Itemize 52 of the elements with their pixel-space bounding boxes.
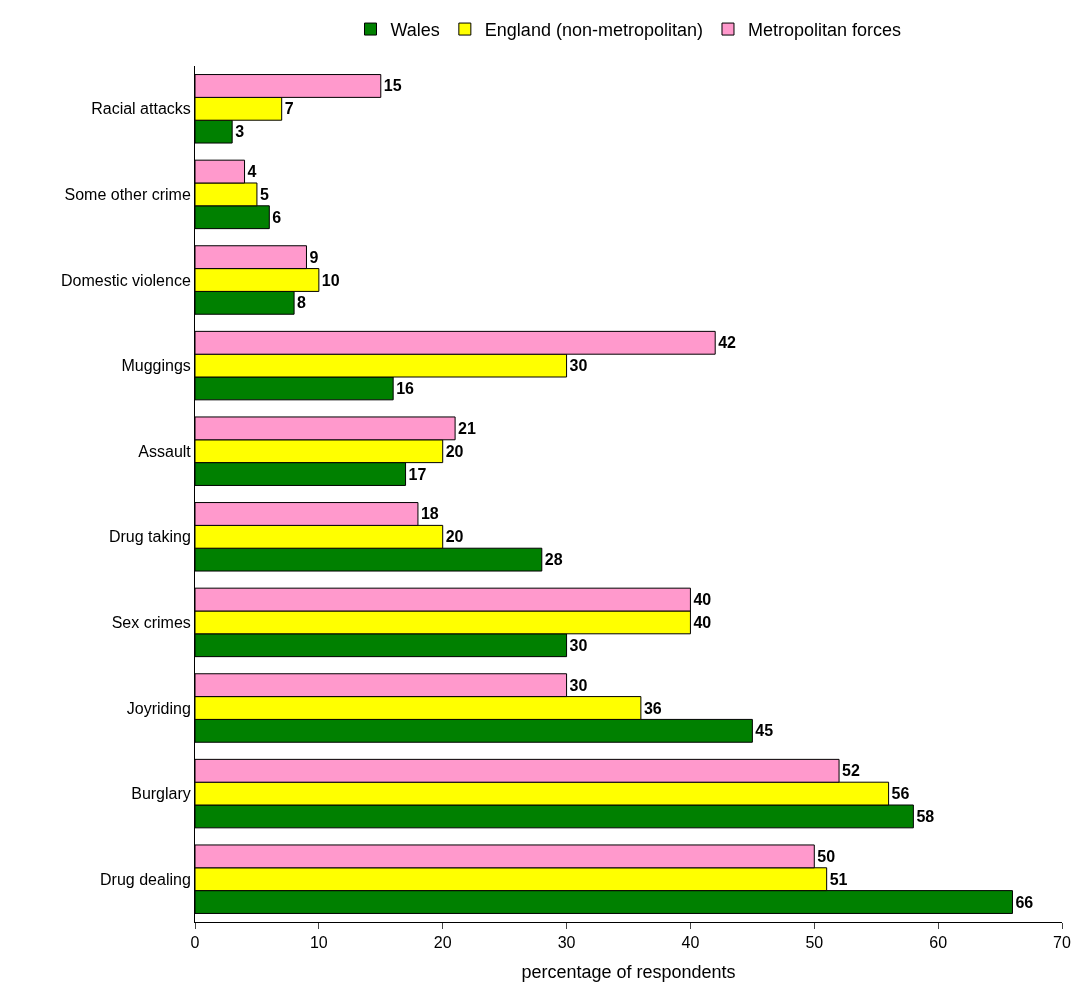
y-tick-label: Domestic violence [60,271,191,289]
data-label: 7 [284,100,294,118]
y-tick-label: Assault [138,442,192,460]
data-label: 6 [272,208,282,226]
data-label: 20 [445,528,464,546]
y-tick-label: Racial attacks [91,100,191,118]
data-label: 30 [569,636,588,654]
x-tick-label: 40 [681,934,700,952]
data-label: 17 [408,465,427,483]
legend-label: Wales [390,20,440,41]
y-tick-label: Drug taking [108,528,191,546]
data-label: 40 [693,613,712,631]
data-label: 42 [718,334,737,352]
data-label: 50 [817,847,836,865]
data-label: 9 [309,248,319,266]
y-tick-label: Muggings [121,357,191,375]
data-label: 66 [1015,893,1034,911]
x-tick-label: 50 [805,934,824,952]
data-label: 8 [297,294,307,312]
y-tick-label: Burglary [131,785,191,803]
data-label: 10 [321,271,340,289]
data-label: 52 [842,762,860,780]
data-label: 5 [259,185,269,203]
data-label: 45 [755,722,774,740]
data-label: 30 [569,676,588,694]
data-label: 21 [458,419,476,437]
x-tick-label: 20 [433,934,452,952]
y-tick-label: Drug dealing [100,870,191,888]
data-label: 40 [693,591,712,609]
data-label: 36 [643,699,662,717]
data-label: 18 [420,505,439,523]
data-label: 58 [916,807,935,825]
data-label: 4 [247,163,257,181]
x-tick-label: 30 [557,934,576,952]
data-label: 28 [544,551,563,569]
x-tick-label: 70 [1053,934,1071,952]
data-label: 56 [891,785,910,803]
data-label: 51 [829,870,848,888]
y-tick-label: Joyriding [126,699,191,717]
y-tick-label: Some other crime [64,186,191,203]
x-tick-label: 60 [929,934,948,952]
x-axis-title: percentage of respondents [521,962,736,983]
data-label: 20 [445,442,464,460]
data-label: 30 [569,357,588,375]
legend-label: England (non-metropolitan) [484,20,703,41]
y-tick-label: Sex crimes [111,614,191,631]
legend-label: Metropolitan forces [747,20,902,41]
x-tick-label: 0 [190,934,200,952]
data-label: 16 [396,379,415,397]
data-label: 15 [383,77,402,95]
x-tick-label: 10 [309,934,328,952]
data-label: 3 [235,123,245,141]
